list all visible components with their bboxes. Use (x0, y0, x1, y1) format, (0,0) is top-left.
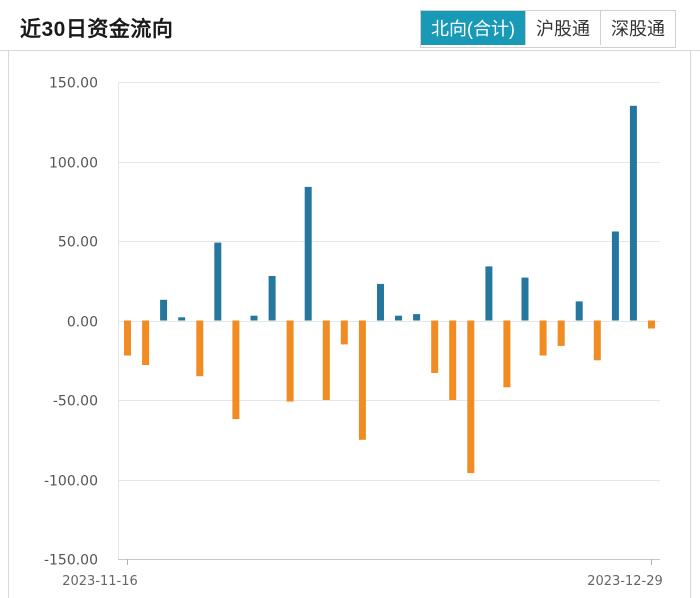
x-tick-label: 2023-12-29 (587, 574, 663, 589)
flow-bar (575, 301, 583, 321)
flow-bar (648, 320, 655, 329)
flow-bar (250, 315, 258, 321)
y-tick-label: -100.00 (44, 474, 98, 490)
flow-bar (196, 320, 204, 377)
flow-bar (142, 320, 150, 365)
flow-bar (395, 315, 402, 321)
flow-bar (521, 277, 529, 321)
frame-left-border (8, 51, 9, 598)
flow-bar (268, 276, 276, 321)
flow-bar (467, 320, 475, 474)
y-tick-label: 100.00 (49, 156, 98, 172)
y-axis-tick-labels: 150.00 100.00 50.00 0.00 -50.00 -100.00 -150.0… (44, 76, 98, 569)
flow-bar (232, 320, 240, 420)
flow-bar (611, 231, 619, 321)
y-tick-label: 50.00 (58, 235, 98, 251)
flow-bar (377, 283, 384, 321)
panel-title: 近30日资金流向 (20, 18, 174, 41)
flow-bar (340, 320, 348, 345)
flow-bar (214, 242, 222, 321)
flow-bar (539, 320, 547, 356)
market-tabs: 北向(合计) 沪股通 深股通 (420, 10, 676, 48)
flow-bar (449, 320, 457, 400)
y-tick-label: -50.00 (53, 394, 98, 410)
flow-bar (358, 320, 366, 440)
flow-bar (431, 320, 439, 373)
flow-bar (304, 186, 312, 321)
flow-bar (413, 314, 421, 321)
frame-right-border (690, 51, 691, 598)
tab-shanghai-connect[interactable]: 沪股通 (525, 11, 600, 45)
panel-header: 近30日资金流向 北向(合计) 沪股通 深股通 (0, 0, 700, 51)
flow-bar (557, 320, 565, 346)
flow-bar (485, 266, 493, 321)
flow-bar (124, 320, 131, 356)
tab-shenzhen-connect[interactable]: 深股通 (600, 11, 675, 45)
bars (124, 105, 655, 474)
flow-bar (322, 320, 330, 400)
flow-bar (593, 320, 601, 361)
y-tick-label: 0.00 (67, 315, 98, 331)
y-tick-label: -150.00 (44, 553, 98, 569)
flow-bar (286, 320, 294, 402)
x-axis (118, 559, 660, 565)
x-tick-label: 2023-11-16 (62, 574, 138, 589)
tab-northbound-total[interactable]: 北向(合计) (421, 11, 525, 45)
x-axis-tick-labels: 2023-11-16 2023-12-29 (62, 574, 663, 589)
flow-bar (160, 299, 168, 321)
flow-bar (503, 320, 511, 388)
y-tick-label: 150.00 (49, 76, 98, 92)
flow-bar (178, 317, 186, 321)
flow-bar (629, 105, 637, 321)
